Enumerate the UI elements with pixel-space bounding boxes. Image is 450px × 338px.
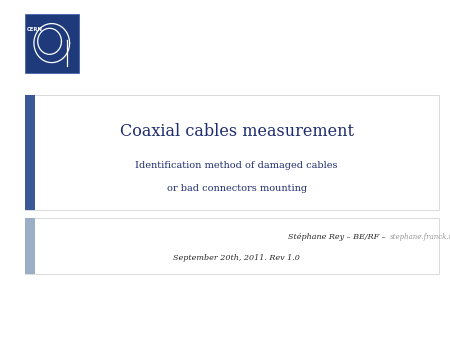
- Text: Coaxial cables measurement: Coaxial cables measurement: [120, 123, 354, 140]
- Text: CERN: CERN: [27, 27, 42, 32]
- Text: or bad connectors mounting: or bad connectors mounting: [166, 184, 307, 193]
- Text: Identification method of damaged cables: Identification method of damaged cables: [135, 161, 338, 170]
- FancyBboxPatch shape: [25, 14, 79, 73]
- FancyBboxPatch shape: [25, 95, 439, 210]
- FancyBboxPatch shape: [25, 218, 439, 274]
- FancyBboxPatch shape: [25, 218, 35, 274]
- FancyBboxPatch shape: [25, 95, 35, 210]
- Text: stephane.franck.rey@cern.ch: stephane.franck.rey@cern.ch: [390, 233, 450, 241]
- Text: September 20th, 2011. Rev 1.0: September 20th, 2011. Rev 1.0: [173, 254, 300, 262]
- Text: Stéphane Rey – BE/RF –: Stéphane Rey – BE/RF –: [288, 233, 390, 241]
